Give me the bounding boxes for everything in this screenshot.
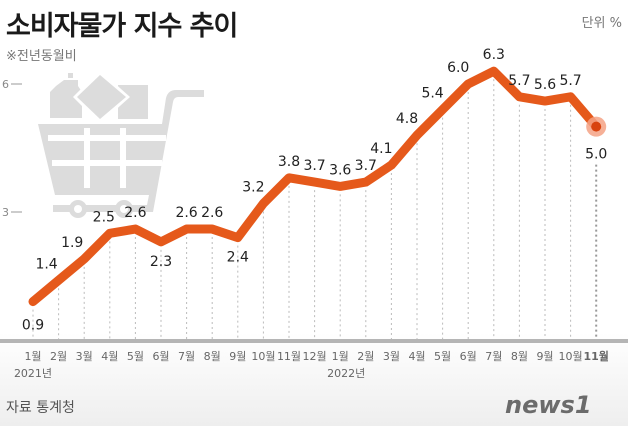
- value-label: 3.2: [242, 179, 264, 195]
- x-tick-label: 3월: [383, 350, 400, 363]
- value-label: 2.6: [124, 205, 146, 221]
- value-labels: 0.91.41.92.5 2.62.32.6 2.62.43.23.8 3.7 3.6 3…: [22, 47, 607, 333]
- value-label: 2.6: [175, 205, 197, 221]
- x-tick-label: 8월: [204, 350, 221, 363]
- x-tick-label: 9월: [536, 350, 553, 363]
- y-tick-6: 6: [2, 78, 9, 91]
- value-label: 4.1: [370, 141, 392, 157]
- x-axis-labels: 1월 2월 3월 4월 5월 6월 7월 8월 9월 10월 11월 12월 1월 2월 3월 4월 5월 6월 7…: [14, 349, 609, 380]
- y-axis: 6 3: [2, 78, 22, 219]
- y-tick-3: 3: [2, 206, 9, 219]
- x-tick-label: 1월: [332, 350, 349, 363]
- value-label: 5.7: [559, 73, 581, 89]
- chart-title: 소비자물가 지수 추이: [6, 11, 238, 42]
- value-label: 6.0: [447, 60, 469, 76]
- year-label: 2022년: [327, 367, 365, 380]
- x-tick-label: 2월: [50, 350, 67, 363]
- last-point-dot: [591, 121, 602, 132]
- x-tick-label: 4월: [101, 350, 118, 363]
- value-label: 3.6: [329, 162, 351, 178]
- source-note: 자료 통계청: [6, 400, 75, 416]
- value-label: 2.3: [150, 254, 172, 270]
- x-tick-label: 7월: [485, 350, 502, 363]
- x-tick-label: 9월: [229, 350, 246, 363]
- value-label: 3.7: [303, 158, 325, 174]
- x-axis-line: [0, 339, 628, 343]
- value-label: 5.4: [421, 86, 443, 102]
- value-label: 1.4: [35, 256, 57, 272]
- value-label: 5.0: [585, 147, 607, 163]
- value-label: 1.9: [61, 235, 83, 251]
- x-tick-label: 6월: [152, 350, 169, 363]
- value-label: 5.6: [534, 77, 556, 93]
- series-line: [28, 66, 601, 307]
- value-label: 2.4: [227, 250, 249, 266]
- x-tick-label: 10월: [251, 350, 275, 363]
- x-tick-label: 8월: [511, 350, 528, 363]
- logo-text: news1: [505, 391, 592, 419]
- value-label: 3.8: [278, 154, 300, 170]
- gridlines: [32, 79, 598, 339]
- x-tick-label: 2월: [357, 350, 374, 363]
- x-tick-label: 11월: [277, 350, 301, 363]
- value-label: 2.6: [201, 205, 223, 221]
- x-tick-label: 3월: [76, 350, 93, 363]
- value-label: 5.7: [508, 73, 530, 89]
- x-tick-label: 5월: [127, 350, 144, 363]
- x-tick-label: 5월: [434, 350, 451, 363]
- x-tick-label: 4월: [408, 350, 425, 363]
- value-label: 3.7: [355, 158, 377, 174]
- x-tick-label: 1월: [24, 350, 41, 363]
- value-label: 6.3: [483, 47, 505, 63]
- news1-logo: news1: [505, 391, 592, 419]
- value-label: 2.5: [93, 209, 115, 225]
- x-tick-label: 10월: [559, 350, 583, 363]
- x-tick-label: 11월: [583, 349, 608, 363]
- x-tick-label: 7월: [178, 350, 195, 363]
- value-label: 4.8: [396, 111, 418, 127]
- year-label: 2021년: [14, 367, 52, 380]
- x-tick-label: 6월: [460, 350, 477, 363]
- chart-subtitle: ※전년동월비: [6, 49, 77, 64]
- x-tick-label: 12월: [303, 350, 327, 363]
- shopping-cart-icon: [38, 70, 204, 218]
- value-label: 0.9: [22, 318, 44, 334]
- unit-label: 단위 %: [581, 16, 622, 31]
